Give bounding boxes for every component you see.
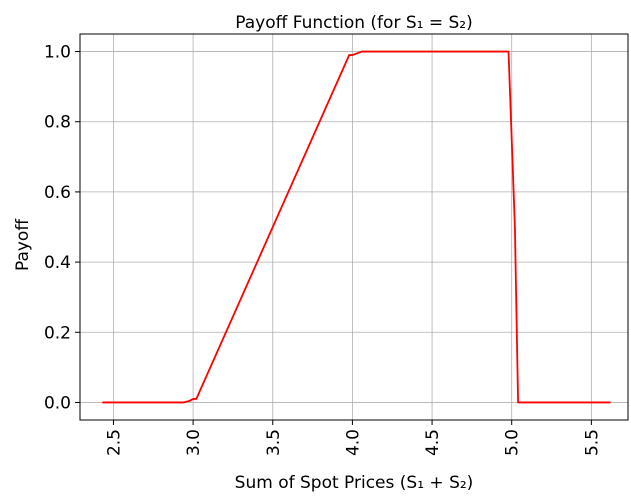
plot-frame (79, 33, 629, 421)
x-tick-label: 4.0 (343, 429, 363, 456)
x-tick-label: 4.5 (423, 429, 443, 456)
x-axis-label: Sum of Spot Prices (S₁ + S₂) (235, 473, 474, 493)
x-tick-label: 3.0 (184, 429, 204, 456)
x-tick-label: 5.5 (582, 429, 602, 456)
y-tick-label: 0.0 (44, 393, 71, 413)
chart-title: Payoff Function (for S₁ = S₂) (235, 13, 473, 33)
series-layer (102, 50, 611, 404)
y-tick-label: 1.0 (44, 43, 71, 63)
x-axis-ticks: 2.5 3.0 3.5 4.0 4.5 5.0 5.5 (104, 420, 602, 456)
y-tick-label: 0.4 (44, 253, 71, 273)
y-axis-label: Payoff (13, 218, 33, 271)
payoff-line (102, 50, 611, 404)
x-tick-label: 2.5 (104, 429, 124, 456)
y-tick-label: 0.6 (44, 183, 71, 203)
y-axis-ticks: 0.0 0.2 0.4 0.6 0.8 1.0 (44, 43, 80, 413)
x-tick-label: 3.5 (264, 429, 284, 456)
x-tick-label: 5.0 (503, 429, 523, 456)
y-tick-label: 0.8 (44, 113, 71, 133)
grid (80, 34, 628, 420)
y-tick-label: 0.2 (44, 323, 71, 343)
